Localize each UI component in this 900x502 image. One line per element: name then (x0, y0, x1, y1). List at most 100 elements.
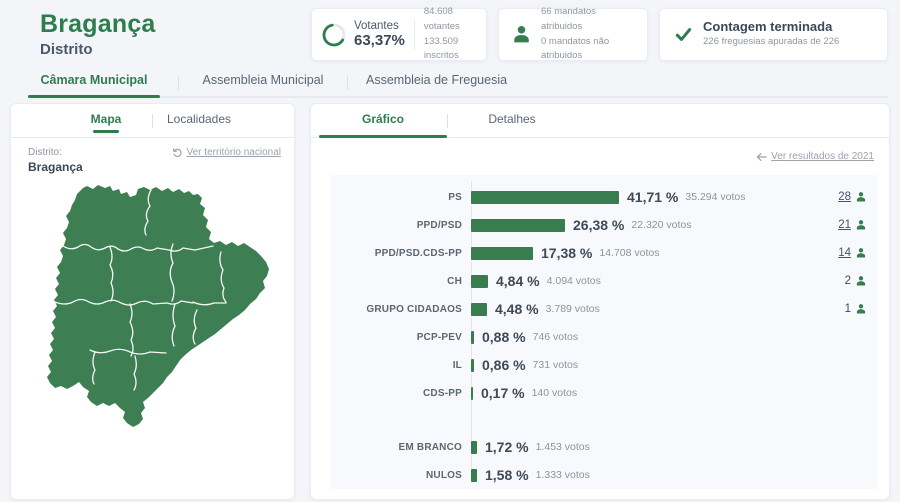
result-bar (471, 358, 474, 372)
party-label: PCP-PEV (416, 331, 462, 343)
party-label: CDS-PP (423, 387, 462, 399)
votes-value: 731 votos (532, 359, 579, 371)
tab-assembleia-municipal[interactable]: Assembleia Municipal (202, 73, 324, 87)
ver-resultados-label: Ver resultados de 2021 (771, 151, 874, 162)
party-label: IL (452, 359, 462, 371)
mandates-count[interactable]: 21 (838, 219, 851, 231)
mandates-cell: 21 (838, 219, 877, 231)
result-bar (471, 330, 474, 344)
result-bar (471, 274, 488, 288)
tab-mapa[interactable]: Mapa (60, 104, 152, 137)
district-name: Bragança (28, 160, 83, 174)
main-tabs: Câmara Municipal Assembleia Municipal Asse… (28, 70, 888, 98)
chart-row-ch: CH 4,84 % 4.094 votos 2 (331, 267, 877, 295)
results-card: Gráfico Detalhes Ver resultados de 2021 P… (310, 103, 890, 500)
mandates-cell: 28 (838, 191, 877, 203)
tab-camara-municipal[interactable]: Câmara Municipal (28, 70, 160, 98)
percent-value: 0,17 % (481, 385, 525, 401)
map-card: Mapa Localidades Distrito: Bragança Ver t… (10, 103, 295, 500)
person-icon (855, 247, 867, 259)
tab-divider (447, 113, 448, 128)
chart-row-em-branco: EM BRANCO 1,72 % 1.453 votos (331, 433, 877, 461)
tab-grafico[interactable]: Gráfico (319, 104, 447, 138)
contagem-detail: Contagem terminada 226 freguesias apurad… (703, 19, 839, 50)
percent-value: 41,71 % (627, 189, 679, 205)
tab-localidades[interactable]: Localidades (166, 112, 232, 126)
ver-resultados-2021-link[interactable]: Ver resultados de 2021 (756, 151, 874, 162)
percent-value: 4,84 % (496, 273, 540, 289)
link-row: Ver resultados de 2021 (311, 138, 889, 175)
result-bar (471, 302, 487, 316)
turnout-donut-icon (321, 22, 347, 48)
contagem-subtitle: 226 freguesias apuradas de 226 (703, 36, 840, 48)
mandatos-card: 66 mandatos atribuidos 0 mandatos não at… (498, 5, 648, 64)
percent-value: 1,58 % (485, 467, 529, 483)
percent-value: 17,38 % (541, 245, 593, 261)
chart-row-ppd-psd-cds-pp: PPD/PSD.CDS-PP 17,38 % 14.708 votos 14 (331, 239, 877, 267)
title-block: Bragança Distrito (40, 6, 156, 58)
page-title: Bragança (40, 10, 156, 38)
braganca-district-map[interactable] (34, 182, 271, 430)
chart-row-ps: PS 41,71 % 35.294 votos 28 (331, 183, 877, 211)
votantes-main: Votantes 63,37% (354, 20, 405, 49)
mandates-count[interactable]: 28 (838, 191, 851, 203)
content: Mapa Localidades Distrito: Bragança Ver t… (0, 98, 900, 500)
mandates-count: 1 (844, 303, 851, 315)
result-bar (471, 190, 619, 204)
ver-territorio-label: Ver território nacional (186, 147, 282, 158)
percent-value: 0,86 % (482, 357, 526, 373)
votantes-detail: 84.608 votantes 133.509 inscritos (424, 5, 477, 64)
result-bar (471, 440, 477, 454)
district-label: Distrito: (28, 147, 62, 158)
stat-cards: Votantes 63,37% 84.608 votantes 133.509 … (311, 5, 888, 64)
result-bar (471, 386, 473, 400)
ver-territorio-nacional-link[interactable]: Ver território nacional (172, 147, 282, 158)
chart-row-nulos: NULOS 1,58 % 1.333 votos (331, 461, 877, 489)
person-icon (855, 219, 867, 231)
chart-row-grupo-cidadaos: GRUPO CIDADAOS 4,48 % 3.789 votos 1 (331, 295, 877, 323)
votes-value: 746 votos (532, 331, 579, 343)
left-arrow-icon (756, 152, 767, 162)
party-label: PS (448, 191, 462, 203)
map-area (11, 182, 294, 430)
mandates-cell: 14 (838, 247, 877, 259)
votantes-card: Votantes 63,37% 84.608 votantes 133.509 … (311, 5, 487, 64)
tab-detalhes[interactable]: Detalhes (488, 112, 536, 126)
party-label: EM BRANCO (398, 441, 462, 453)
votantes-label: Votantes (354, 20, 399, 32)
mandates-count: 2 (844, 275, 851, 287)
results-bar-chart: PS 41,71 % 35.294 votos 28 PPD/PSD 26,38 % 22.… (331, 175, 877, 489)
map-head: Distrito: Bragança Ver território nacion… (11, 138, 294, 174)
chart-row-pcp-pev: PCP-PEV 0,88 % 746 votos (331, 323, 877, 351)
chart-row-ppd-psd: PPD/PSD 26,38 % 22.320 votos 21 (331, 211, 877, 239)
percent-value: 0,88 % (482, 329, 526, 345)
divider (413, 19, 415, 50)
mandatos-atribuidos: 66 mandatos atribuidos (541, 6, 596, 32)
mandates-cell: 2 (845, 275, 877, 287)
mandates-count[interactable]: 14 (838, 247, 851, 259)
votes-value: 14.708 votos (599, 247, 660, 259)
votantes-percent: 63,37% (354, 32, 405, 49)
chart-row-il: IL 0,86 % 731 votos (331, 351, 877, 379)
tab-divider (178, 76, 179, 90)
tab-assembleia-de-freguesia[interactable]: Assembleia de Freguesia (366, 73, 508, 87)
votes-value: 1.453 votos (535, 441, 590, 453)
votantes-count: 84.608 votantes (423, 6, 460, 32)
undo-icon (172, 147, 183, 158)
page-subtitle: Distrito (40, 41, 93, 58)
mandates-cell: 1 (845, 303, 877, 315)
check-icon (674, 25, 693, 44)
party-label: GRUPO CIDADAOS (366, 303, 462, 315)
map-tabs: Mapa Localidades (11, 104, 294, 138)
person-icon (511, 24, 532, 45)
inscritos-count: 133.509 inscritos (423, 35, 459, 62)
header: Bragança Distrito Votantes 63,37% 84.608… (0, 0, 900, 61)
percent-value: 1,72 % (485, 439, 529, 455)
mandatos-detail: 66 mandatos atribuidos 0 mandatos não at… (541, 5, 635, 64)
result-bar (471, 246, 533, 260)
result-bar (471, 468, 477, 482)
contagem-card: Contagem terminada 226 freguesias apurad… (659, 8, 888, 61)
votes-value: 1.333 votos (535, 469, 590, 481)
person-icon (855, 275, 867, 287)
